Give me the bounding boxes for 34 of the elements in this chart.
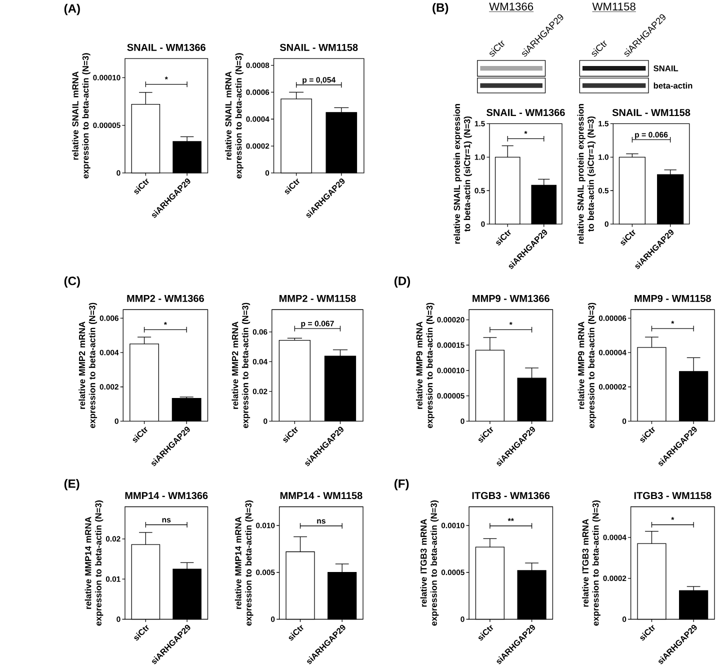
text: WM1158	[592, 2, 636, 10]
chart-title: MMP14 - WM1366	[125, 492, 208, 499]
y-axis-title: relative MMP14 mRNA expression to beta-actin (N=3)	[84, 500, 104, 626]
text: (F)	[394, 478, 409, 490]
text: (C)	[64, 276, 80, 288]
y-axis-title: relative SNAIL protein expression to beta-actin (siCtr=1) (N=3)	[577, 104, 596, 244]
y-axis-title: relative MMP2 mRNA expression to beta-actin (N=3)	[232, 302, 250, 428]
chart-title: SNAIL - WM1366	[486, 108, 565, 116]
chart-title: ITGB3 - WM1366	[472, 492, 550, 499]
y-axis-title: relative MMP9 mRNA expression to beta-actin (N=3)	[578, 302, 596, 428]
y-axis-title: relative MMP2 mRNA expression to beta-actin (N=3)	[78, 302, 98, 428]
text: (D)	[394, 276, 410, 288]
chart-title: MMP14 - WM1158	[280, 492, 362, 499]
chart-title: MMP9 - WM1158	[634, 294, 711, 302]
text: (A)	[64, 4, 80, 15]
text: beta-actin	[654, 82, 692, 88]
y-axis-title: relative MMP9 mRNA expression to beta-actin (N=3)	[416, 302, 434, 428]
chart-title: ITGB3 - WM1158	[634, 492, 712, 499]
chart-title: MMP9 - WM1366	[472, 294, 550, 302]
chart-title: SNAIL - WM1366	[127, 44, 206, 51]
text: WM1366	[489, 2, 534, 10]
text: (B)	[432, 2, 448, 14]
y-axis-title: relative ITGB3 mRNA expression to beta-actin (N=3)	[582, 500, 600, 626]
y-axis-title: relative MMP14 mRNA expression to beta-actin (N=3)	[234, 500, 254, 626]
y-axis-title: relative SNAIL protein expression to beta-actin (siCtr=1) (N=3)	[454, 104, 472, 244]
chart-title: SNAIL - WM1158	[280, 44, 358, 51]
text: SNAIL	[654, 65, 678, 72]
y-axis-title: relative SNAIL mRNA expression to beta-actin (N=3)	[225, 52, 244, 178]
chart-title: SNAIL - WM1158	[612, 108, 690, 116]
text: (E)	[64, 478, 80, 490]
chart-title: MMP2 - WM1366	[127, 294, 204, 302]
y-axis-title: relative ITGB3 mRNA expression to beta-actin (N=3)	[420, 500, 439, 626]
y-axis-title: relative SNAIL mRNA expression to beta-actin (N=3)	[72, 52, 90, 178]
chart-title: MMP2 - WM1158	[280, 294, 356, 302]
